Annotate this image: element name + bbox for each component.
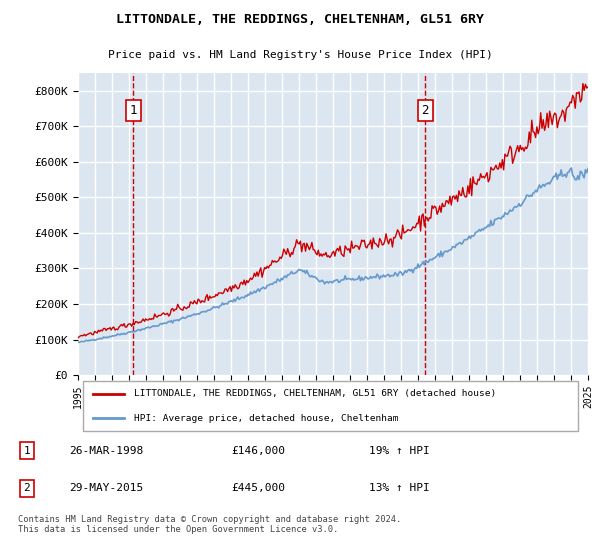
Text: £445,000: £445,000 <box>231 483 285 493</box>
Text: HPI: Average price, detached house, Cheltenham: HPI: Average price, detached house, Chel… <box>134 414 398 423</box>
Text: Price paid vs. HM Land Registry's House Price Index (HPI): Price paid vs. HM Land Registry's House … <box>107 50 493 60</box>
Text: 2: 2 <box>421 104 429 117</box>
Text: 1: 1 <box>23 446 30 456</box>
Text: 1: 1 <box>130 104 137 117</box>
Text: 29-MAY-2015: 29-MAY-2015 <box>70 483 144 493</box>
Text: £146,000: £146,000 <box>231 446 285 456</box>
Text: 2: 2 <box>23 483 30 493</box>
Text: 26-MAR-1998: 26-MAR-1998 <box>70 446 144 456</box>
Text: Contains HM Land Registry data © Crown copyright and database right 2024.
This d: Contains HM Land Registry data © Crown c… <box>18 515 401 534</box>
FancyBboxPatch shape <box>83 381 578 431</box>
Text: LITTONDALE, THE REDDINGS, CHELTENHAM, GL51 6RY (detached house): LITTONDALE, THE REDDINGS, CHELTENHAM, GL… <box>134 389 496 398</box>
Text: 19% ↑ HPI: 19% ↑ HPI <box>369 446 430 456</box>
Text: 13% ↑ HPI: 13% ↑ HPI <box>369 483 430 493</box>
Text: LITTONDALE, THE REDDINGS, CHELTENHAM, GL51 6RY: LITTONDALE, THE REDDINGS, CHELTENHAM, GL… <box>116 13 484 26</box>
